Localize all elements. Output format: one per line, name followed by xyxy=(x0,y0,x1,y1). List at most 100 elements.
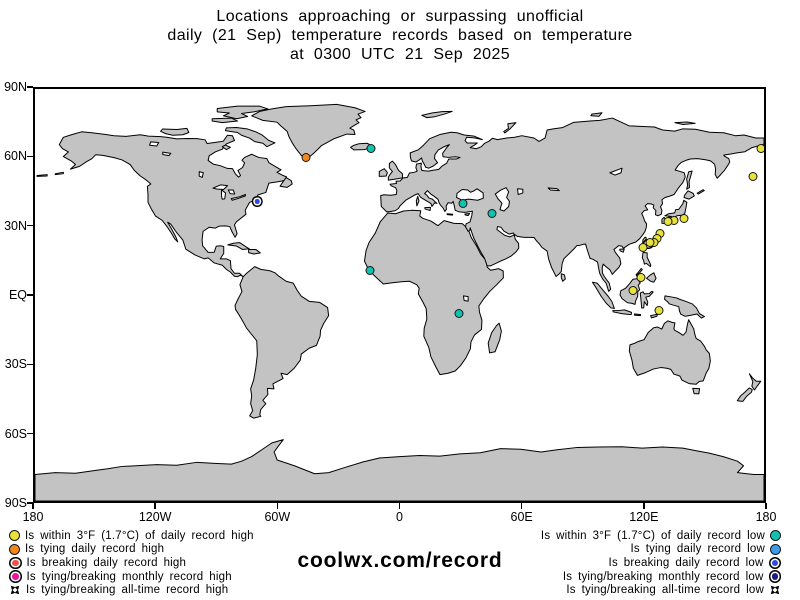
lat-tick-label: 30N xyxy=(4,218,27,233)
landmass xyxy=(422,111,452,117)
legend-item-label: Is tying/breaking monthly record high xyxy=(26,570,232,583)
water-body xyxy=(610,168,622,175)
landmass xyxy=(642,252,651,266)
landmass xyxy=(647,273,657,282)
landmass xyxy=(59,132,286,277)
legend-item: Is tying/breaking monthly record high xyxy=(9,570,254,584)
legend-item-label: Is within 3°F (1.7°C) of daily record hi… xyxy=(25,529,254,542)
water-body xyxy=(222,190,226,199)
record-point xyxy=(454,305,464,323)
tying-daily-low-marker-icon xyxy=(770,543,781,555)
lon-tick-label: 0 xyxy=(396,510,403,524)
landmass xyxy=(35,440,764,501)
within-daily-high-marker-icon xyxy=(9,530,20,542)
lon-tick-label: 180 xyxy=(755,510,777,524)
record-point xyxy=(663,213,673,231)
within-daily-low-marker-icon xyxy=(454,308,464,318)
legend-item-label: Is tying daily record high xyxy=(25,543,165,556)
within-daily-low-marker-icon xyxy=(458,198,468,208)
watermark: coolwx.com/record xyxy=(297,549,503,572)
lat-tick xyxy=(27,294,33,296)
lon-tick xyxy=(32,503,34,509)
landmass xyxy=(235,267,329,419)
lon-tick xyxy=(276,503,279,509)
landmass xyxy=(665,296,705,318)
within-daily-low-marker-icon xyxy=(365,265,375,275)
within-daily-high-marker-icon xyxy=(645,237,655,247)
within-daily-high-marker-icon xyxy=(638,243,648,252)
landmass xyxy=(425,207,431,210)
lat-tick-label: EQ xyxy=(8,288,27,302)
landmass xyxy=(222,145,230,150)
landmass xyxy=(465,214,470,216)
within-daily-high-marker-icon xyxy=(679,213,688,223)
lat-tick-label: 90N xyxy=(4,80,27,94)
record-point xyxy=(645,234,655,252)
lon-tick xyxy=(398,503,401,509)
record-point xyxy=(748,168,758,186)
landmass xyxy=(561,274,565,282)
lat-tick-label: 60S xyxy=(4,426,27,441)
record-point xyxy=(366,140,376,158)
record-point xyxy=(654,302,664,320)
landmass xyxy=(504,123,516,133)
record-point xyxy=(628,282,638,300)
legend-item-label: Is breaking daily record high xyxy=(26,556,187,569)
landmass xyxy=(381,118,764,291)
lon-tick xyxy=(154,503,156,509)
lon-tick-label: 180 xyxy=(22,510,44,524)
breaking-daily-high-marker-icon xyxy=(12,559,19,567)
record-point xyxy=(679,210,688,228)
landmass xyxy=(634,314,640,316)
legend-item: Is tying/breaking monthly record low xyxy=(563,570,781,584)
landmass xyxy=(217,106,268,119)
within-daily-high-marker-icon xyxy=(663,217,673,227)
landmass xyxy=(697,190,704,194)
landmass xyxy=(687,171,692,189)
record-point xyxy=(301,149,311,167)
monthly-high-marker-icon xyxy=(12,573,19,580)
landmass xyxy=(228,243,249,250)
within-daily-high-marker-icon xyxy=(756,144,764,154)
record-point xyxy=(638,239,648,257)
legend-item-label: Is tying daily record low xyxy=(630,543,765,556)
water-body xyxy=(231,195,245,201)
landmass xyxy=(388,161,402,180)
lon-tick xyxy=(643,503,645,509)
plot-title-line-1: Locations approaching or surpassing unof… xyxy=(216,8,584,25)
lat-tick-label: 90S xyxy=(4,496,27,510)
within-daily-high-marker-icon xyxy=(748,172,758,182)
water-body xyxy=(495,188,509,211)
legend-item: Is tying/breaking all-time record low xyxy=(566,583,781,597)
landmass xyxy=(488,323,501,353)
alltime-high-marker-icon xyxy=(10,585,20,595)
lon-tick-label: 120E xyxy=(629,510,659,524)
landmass xyxy=(37,175,47,177)
legend-record-high: Is within 3°F (1.7°C) of daily record hi… xyxy=(9,529,254,597)
landmass xyxy=(161,128,189,135)
breaking-daily-low-marker-icon xyxy=(254,199,260,204)
world-coastlines xyxy=(35,89,764,501)
lat-tick xyxy=(27,155,33,158)
landmass xyxy=(212,118,237,123)
legend-record-low: Is within 3°F (1.7°C) of daily record lo… xyxy=(541,529,781,597)
record-point xyxy=(252,194,263,212)
lat-tick xyxy=(27,432,33,435)
within-daily-low-marker-icon xyxy=(770,530,781,542)
landmass xyxy=(675,122,695,125)
legend-item-label: Is tying/breaking all-time record low xyxy=(566,584,764,597)
within-daily-low-marker-icon xyxy=(366,144,376,154)
landmass xyxy=(249,249,261,254)
landmass xyxy=(629,320,710,385)
record-point xyxy=(756,140,764,158)
breaking-daily-low-marker-icon xyxy=(771,559,778,567)
record-points-layer xyxy=(35,89,764,501)
within-daily-low-marker-icon xyxy=(487,208,497,218)
monthly-low-marker-icon xyxy=(771,573,778,580)
landmass xyxy=(693,388,700,393)
within-daily-high-marker-icon xyxy=(628,285,638,295)
water-body xyxy=(228,190,234,194)
lon-tick-label: 60W xyxy=(264,510,291,524)
water-body xyxy=(150,142,159,146)
landmass xyxy=(592,282,614,308)
